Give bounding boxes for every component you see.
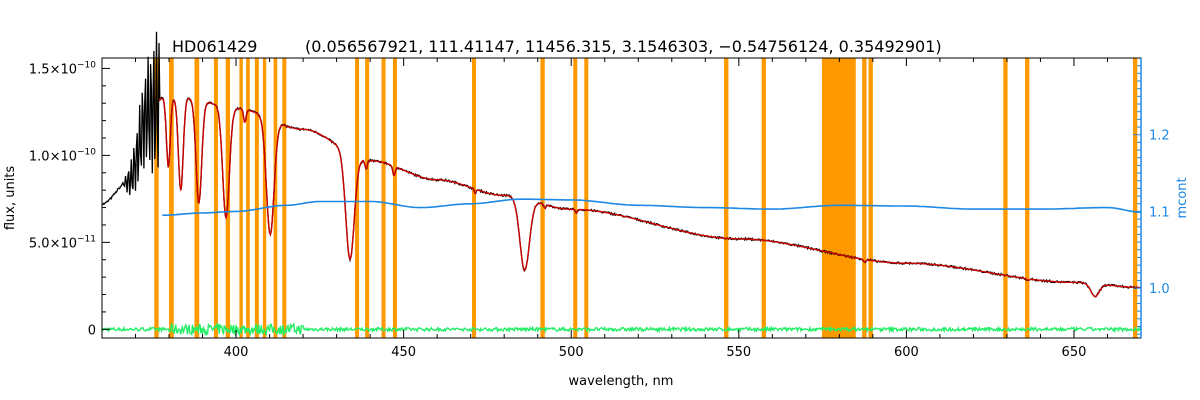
mask-band — [1132, 58, 1138, 338]
residual-line — [101, 322, 1142, 338]
mask-band — [194, 58, 200, 338]
mask-band — [213, 58, 218, 338]
x-axis: 400 450 500 550 600 650 — [101, 58, 1142, 360]
y-tick-label: 5.0×10−11 — [29, 234, 96, 251]
mask-band — [355, 58, 360, 338]
y-axis-right-title: mcont — [1175, 177, 1190, 218]
mask-band — [868, 58, 873, 338]
mask-band — [821, 58, 856, 338]
mask-band — [1003, 58, 1008, 338]
x-tick-label: 450 — [391, 345, 416, 360]
x-tick-label: 550 — [726, 345, 751, 360]
mask-band — [724, 58, 729, 338]
mask-band — [282, 58, 287, 338]
mask-band — [540, 58, 545, 338]
y-tick-label: 0 — [88, 323, 96, 338]
mask-band — [862, 58, 867, 338]
mask-band — [365, 58, 370, 338]
mask-band — [239, 58, 243, 338]
mask-bands — [154, 58, 1138, 338]
right-tick-label: 1.2 — [1149, 129, 1170, 144]
y-axis-left: 0 5.0×10−11 1.0×10−10 1.5×10−10 — [29, 60, 110, 338]
mask-band — [169, 58, 174, 338]
x-axis-title: wavelength, nm — [569, 374, 674, 389]
model-flux-line — [158, 97, 1141, 298]
mask-band — [381, 58, 386, 338]
y-tick-label: 1.0×10−10 — [29, 147, 96, 164]
chart-title: HD061429 — [172, 37, 257, 56]
mask-band — [262, 58, 267, 338]
x-tick-label: 500 — [559, 345, 584, 360]
x-tick-label: 600 — [894, 345, 919, 360]
right-tick-label: 1.0 — [1149, 282, 1170, 297]
mask-band — [472, 58, 477, 338]
mask-band — [573, 58, 578, 338]
mcont-line — [162, 198, 1142, 217]
mask-band — [1025, 58, 1030, 338]
x-tick-label: 650 — [1062, 345, 1087, 360]
mask-band — [392, 58, 397, 338]
mask-band — [761, 58, 766, 338]
mask-band — [273, 58, 278, 338]
mask-band — [246, 58, 250, 338]
y-axis-right: 1.0 1.1 1.2 — [1133, 58, 1170, 338]
mask-band — [154, 58, 159, 338]
x-tick-label: 400 — [224, 345, 249, 360]
mask-band — [584, 58, 589, 338]
flux-series — [101, 31, 1142, 338]
y-tick-label: 1.5×10−10 — [29, 60, 96, 77]
y-axis-title: flux, units — [3, 166, 18, 231]
mask-band — [254, 58, 259, 338]
right-tick-label: 1.1 — [1149, 205, 1170, 220]
chart-subtitle: (0.056567921, 111.41147, 11456.315, 3.15… — [305, 37, 942, 56]
